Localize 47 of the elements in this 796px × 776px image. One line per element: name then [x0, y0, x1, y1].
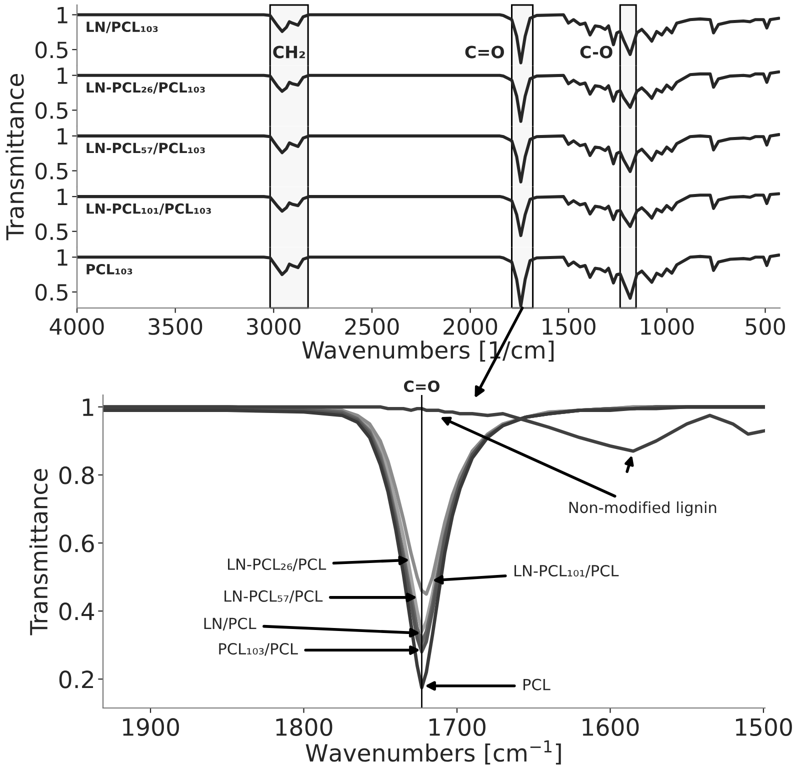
- y-tick-label: 0.8: [59, 466, 94, 484]
- y-axis-title: Transmittance: [6, 74, 24, 240]
- y-tick-label: 0.5: [35, 42, 68, 58]
- series-label: LN-PCL₂₆/PCL₁₀₃: [86, 82, 205, 94]
- y-tick-label: 0.5: [35, 284, 68, 301]
- y-tick-label: 1: [58, 188, 68, 205]
- y-tick-label: 0.5: [35, 223, 68, 240]
- annotation: PCL₁₀₃/PCL: [219, 643, 298, 656]
- series-label: LN-PCL₅₇/PCL₁₀₃: [86, 142, 205, 154]
- y-tick-label: 1: [58, 128, 68, 144]
- series-label: PCL₁₀₃: [86, 264, 132, 274]
- x-tick-label: 1700: [430, 718, 486, 736]
- ref-line-label: C=O: [404, 380, 440, 392]
- y-tick-label: 0.2: [59, 670, 93, 688]
- band-label: C=O: [465, 46, 504, 58]
- x-tick-label: 500: [746, 318, 785, 335]
- x-tick-label: 3500: [148, 318, 202, 335]
- y-tick-label: 1: [58, 249, 68, 266]
- annotation: LN-PCL₂₆/PCL: [228, 558, 326, 572]
- x-tick-label: 2500: [345, 318, 399, 335]
- series-label: LN/PCL₁₀₃: [86, 22, 158, 34]
- x-tick-label: 1000: [641, 318, 694, 335]
- x-tick-label: 1900: [123, 718, 179, 736]
- y-axis-title: Transmittance: [29, 469, 48, 636]
- y-tick-label: 0.6: [59, 534, 94, 552]
- x-tick-label: 3000: [247, 318, 300, 335]
- band-label: CH₂: [273, 46, 305, 58]
- annotation: Non-modified lignin: [569, 501, 716, 516]
- x-tick-label: 1500: [736, 718, 792, 736]
- y-tick-label: 1: [82, 398, 94, 416]
- series-label: LN-PCL₁₀₁/PCL₁₀₃: [86, 203, 211, 215]
- x-tick-label: 1500: [542, 318, 596, 335]
- y-tick-label: 1: [58, 68, 68, 84]
- x-tick-label: 1800: [276, 718, 332, 736]
- band-label: C-O: [580, 46, 612, 58]
- x-tick-label: 1600: [582, 718, 639, 736]
- annotation: LN/PCL: [204, 618, 256, 630]
- y-tick-label: 0.5: [35, 162, 68, 180]
- y-tick-label: 1: [58, 6, 68, 24]
- annotation: LN-PCL₅₇/PCL: [224, 590, 323, 604]
- x-tick-label: 4000: [50, 318, 104, 335]
- y-tick-label: 0.4: [59, 602, 94, 620]
- y-tick-label: 0.5: [35, 102, 68, 119]
- x-axis-title: Wavenumbers [cm$^{−1}$]: [306, 740, 561, 765]
- x-tick-label: 2000: [444, 318, 498, 335]
- annotation: LN-PCL₁₀₁/PCL: [514, 564, 619, 578]
- annotation: PCL: [524, 678, 550, 690]
